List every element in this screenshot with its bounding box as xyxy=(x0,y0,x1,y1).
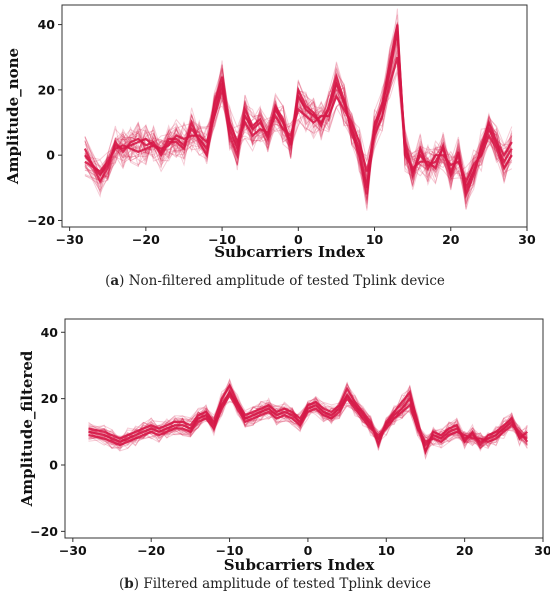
series-line xyxy=(88,393,529,447)
x-tick-label: −30 xyxy=(56,232,84,247)
series-line xyxy=(88,386,528,454)
series-line xyxy=(88,384,528,453)
y-tick-label: 0 xyxy=(49,458,58,473)
series-line xyxy=(88,379,528,455)
x-axis-title: Subcarriers Index xyxy=(214,243,366,261)
y-tick-label: 20 xyxy=(38,82,56,97)
series-line xyxy=(84,22,513,210)
series-line xyxy=(84,37,513,205)
series-line xyxy=(84,38,513,200)
y-tick-label: 40 xyxy=(41,325,59,340)
series-line xyxy=(88,394,528,447)
x-tick-label: 30 xyxy=(518,232,536,247)
series-line xyxy=(84,8,512,198)
x-tick-label: 0 xyxy=(304,543,313,558)
y-tick-label: −20 xyxy=(27,213,55,228)
series-line xyxy=(88,389,528,448)
series-line xyxy=(88,382,528,455)
series-line xyxy=(84,38,513,195)
series-line xyxy=(83,24,513,199)
caption-a-label: a xyxy=(110,273,120,289)
series-line xyxy=(84,68,513,186)
caption-a-text: Non-filtered amplitude of tested Tplink … xyxy=(124,273,445,289)
y-axis-title: Amplitude_none xyxy=(4,48,22,185)
y-tick-label: 40 xyxy=(38,17,56,32)
series-line xyxy=(84,23,513,209)
series-line xyxy=(84,50,513,188)
series-line xyxy=(88,388,528,450)
series-line xyxy=(84,41,512,202)
series-line xyxy=(88,387,528,452)
plot-frame xyxy=(64,318,544,539)
x-tick-label: 20 xyxy=(456,543,474,558)
series-line xyxy=(88,381,528,453)
y-tick-label: −20 xyxy=(30,524,58,539)
x-tick-label: −20 xyxy=(137,543,165,558)
series-line xyxy=(88,383,528,455)
series-line xyxy=(84,33,513,192)
series-line xyxy=(88,378,528,455)
series-line xyxy=(88,384,528,450)
series-line xyxy=(88,388,528,449)
caption-b-text: Filtered amplitude of tested Tplink devi… xyxy=(139,576,431,592)
series-line xyxy=(84,26,513,205)
series-line xyxy=(88,392,528,449)
series-line xyxy=(88,378,528,453)
x-tick-label: 0 xyxy=(294,232,303,247)
x-tick-label: 30 xyxy=(534,543,550,558)
series-line xyxy=(88,381,528,457)
series-line xyxy=(84,23,513,193)
series-line xyxy=(88,390,528,446)
series-line xyxy=(84,22,513,198)
x-tick-label: −20 xyxy=(132,232,160,247)
series-line xyxy=(84,71,513,183)
series-line xyxy=(88,393,528,450)
y-tick-label: 0 xyxy=(46,148,55,163)
series-group xyxy=(83,8,513,211)
series-line xyxy=(84,56,513,185)
caption-b-label: b xyxy=(124,576,134,592)
plot-frame xyxy=(61,4,528,228)
series-line xyxy=(88,389,528,449)
series-line xyxy=(84,44,512,194)
caption-b: (b) Filtered amplitude of tested Tplink … xyxy=(119,576,431,592)
y-axis-title: Amplitude_filtered xyxy=(18,350,36,507)
series-line xyxy=(84,72,513,183)
x-tick-label: −30 xyxy=(59,543,87,558)
series-line xyxy=(84,14,513,205)
series-line xyxy=(88,401,528,450)
figure-b: −30 −20 −10 0 10 20 30 −20 0 20 40 Subcarriers Inde… xyxy=(0,308,550,603)
series-line xyxy=(88,387,528,448)
series-line xyxy=(84,59,513,187)
series-line xyxy=(88,391,528,460)
series-line xyxy=(88,383,529,456)
series-line xyxy=(88,387,528,454)
series-line xyxy=(84,32,513,200)
y-tick-label: 20 xyxy=(41,391,59,406)
series-line xyxy=(88,391,528,448)
series-line xyxy=(84,31,513,205)
series-line xyxy=(84,24,512,209)
x-axis-title: Subcarriers Index xyxy=(224,556,376,574)
x-tick-label: −10 xyxy=(216,543,244,558)
x-tick-label: 10 xyxy=(366,232,384,247)
series-line xyxy=(88,391,528,452)
series-line xyxy=(84,23,513,208)
caption-a: (a) Non-filtered amplitude of tested Tpl… xyxy=(105,273,445,289)
figure-a: −30 −20 −10 0 10 20 30 −20 0 20 40 Subcarriers Inde… xyxy=(0,0,550,300)
series-group xyxy=(88,378,529,461)
x-tick-label: 20 xyxy=(442,232,460,247)
series-line xyxy=(84,40,513,211)
series-line xyxy=(88,383,528,451)
x-tick-label: −10 xyxy=(208,232,236,247)
series-line xyxy=(88,383,528,452)
series-line xyxy=(88,393,528,447)
series-line xyxy=(84,24,513,205)
x-tick-label: 10 xyxy=(378,543,396,558)
series-line xyxy=(84,56,513,182)
